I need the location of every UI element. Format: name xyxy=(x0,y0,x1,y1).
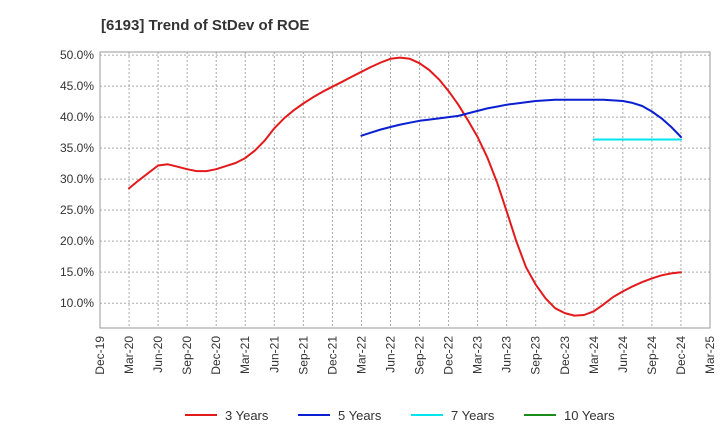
x-tick-label: Mar-23 xyxy=(471,336,485,374)
y-tick-label: 45.0% xyxy=(60,79,94,93)
x-tick-label: Mar-20 xyxy=(122,336,136,374)
x-tick-label: Jun-20 xyxy=(151,336,165,373)
y-tick-label: 35.0% xyxy=(60,141,94,155)
x-tick-label: Dec-19 xyxy=(93,336,107,375)
x-tick-label: Dec-24 xyxy=(674,336,688,375)
x-tick-label: Sep-20 xyxy=(180,336,194,375)
x-tick-label: Jun-22 xyxy=(383,336,397,373)
x-tick-label: Dec-22 xyxy=(442,336,456,375)
legend-item: 10 Years xyxy=(524,408,615,423)
y-tick-label: 10.0% xyxy=(60,296,94,310)
legend-label: 5 Years xyxy=(338,408,382,423)
x-tick-label: Sep-22 xyxy=(413,336,427,375)
x-axis: Dec-19 Mar-20 Jun-20 Sep-20 Dec-20 Mar-21 Jun-… xyxy=(93,336,717,375)
series-lines xyxy=(128,56,682,317)
legend-label: 10 Years xyxy=(564,408,615,423)
plot-frame xyxy=(99,51,711,329)
y-tick-label: 40.0% xyxy=(60,110,94,124)
legend-item: 7 Years xyxy=(411,408,495,423)
y-tick-label: 20.0% xyxy=(60,234,94,248)
x-tick-label: Sep-21 xyxy=(296,336,310,375)
x-tick-label: Sep-23 xyxy=(529,336,543,375)
x-tick-label: Jun-21 xyxy=(267,336,281,373)
x-tick-label: Jun-23 xyxy=(500,336,514,373)
legend-label: 7 Years xyxy=(451,408,495,423)
x-tick-label: Dec-20 xyxy=(209,336,223,375)
y-tick-label: 15.0% xyxy=(60,265,94,279)
x-tick-label: Mar-21 xyxy=(238,336,252,374)
legend-label: 3 Years xyxy=(225,408,269,423)
legend: 3 Years 5 Years 7 Years 10 Years xyxy=(185,408,615,423)
grid xyxy=(99,52,711,328)
x-tick-label: Mar-22 xyxy=(354,336,368,374)
y-tick-label: 25.0% xyxy=(60,203,94,217)
x-tick-label: Sep-24 xyxy=(645,336,659,375)
x-tick-label: Mar-24 xyxy=(587,336,601,374)
plot-area xyxy=(100,52,710,328)
x-tick-label: Dec-23 xyxy=(558,336,572,375)
y-tick-label: 50.0% xyxy=(60,48,94,62)
legend-item: 3 Years xyxy=(185,408,269,423)
x-tick-label: Jun-24 xyxy=(616,336,630,373)
legend-item: 5 Years xyxy=(298,408,382,423)
series-line-5-years xyxy=(360,98,682,138)
x-tick-label: Mar-25 xyxy=(703,336,717,374)
y-axis: 10.0% 15.0% 20.0% 25.0% 30.0% 35.0% 40.0% 45.0%… xyxy=(60,48,94,310)
y-tick-label: 30.0% xyxy=(60,172,94,186)
series-line-3-years xyxy=(128,56,682,317)
x-tick-label: Dec-21 xyxy=(325,336,339,375)
chart-title: [6193] Trend of StDev of ROE xyxy=(101,17,309,34)
